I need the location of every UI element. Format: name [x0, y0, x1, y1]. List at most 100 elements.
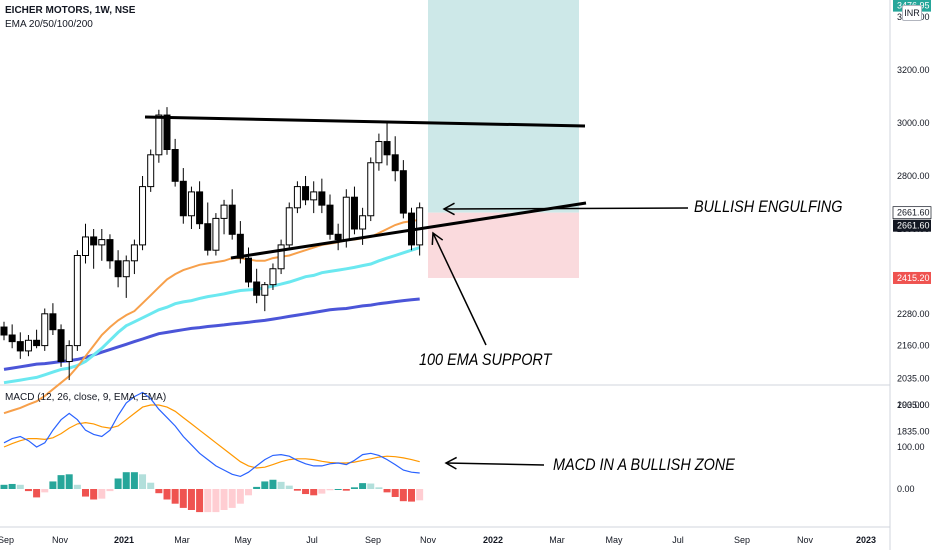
candle: [399, 160, 407, 219]
candle-body: [245, 257, 252, 283]
candle-body: [204, 223, 212, 251]
macd-histogram-bar: [220, 489, 228, 510]
candle: [269, 263, 277, 290]
time-tick-label: Nov: [52, 535, 69, 545]
candle: [204, 202, 212, 256]
macd-histogram-bar: [408, 489, 415, 502]
upper-channel-line: [144, 115, 586, 128]
currency-badge[interactable]: INR: [902, 5, 922, 21]
candle-body: [65, 345, 73, 363]
macd-histogram-bar: [179, 489, 187, 508]
candle: [139, 176, 147, 251]
macd-histogram-bar: [212, 489, 220, 513]
candle: [73, 250, 81, 351]
ema-indicator-label[interactable]: EMA 20/50/100/200: [5, 19, 93, 30]
candle-body: [49, 313, 57, 331]
macd-histogram-bar: [196, 489, 204, 513]
macd-indicator-label[interactable]: MACD (12, 26, close, 9, EMA, EMA): [5, 392, 167, 403]
macd-arrow-head: [444, 456, 457, 470]
candle: [98, 229, 106, 261]
candle-body: [416, 207, 424, 246]
candle-body: [383, 141, 391, 156]
price-tick-label: 3200.00: [897, 65, 930, 75]
candle: [0, 321, 8, 341]
candle-body: [147, 154, 155, 188]
price-label-text: 2415.20: [897, 273, 930, 283]
candle-body: [122, 260, 130, 278]
candle: [261, 282, 269, 312]
price-tick-label: 2035.00: [897, 374, 930, 384]
price-label-badge: 2415.20: [893, 271, 931, 284]
candle-body: [326, 204, 334, 235]
candle-body: [90, 236, 98, 246]
candle-body: [0, 326, 8, 336]
macd-histogram-bar: [49, 481, 57, 489]
time-tick-label: Mar: [549, 535, 565, 545]
price-label-bg: [892, 206, 932, 220]
macd-pane: [0, 391, 424, 513]
macd-histogram-bar: [33, 489, 41, 498]
candle-body: [8, 334, 16, 343]
ema-200-line: [3, 297, 420, 371]
macd-histogram-bar: [16, 484, 24, 489]
candle: [179, 168, 187, 224]
time-tick-label: Mar: [174, 535, 190, 545]
candle-body: [82, 236, 89, 256]
time-tick-label: Nov: [420, 535, 437, 545]
macd-tick-label: 200.00: [897, 400, 925, 410]
candle: [90, 229, 98, 269]
macd-histogram-bar: [245, 489, 252, 496]
candle-body: [73, 255, 81, 347]
ema-support-arrow-shaft: [432, 232, 487, 346]
macd-histogram-bar: [269, 479, 277, 489]
time-tick-label: 2022: [483, 535, 503, 545]
macd-histogram-bar: [65, 474, 73, 489]
candle: [310, 181, 318, 214]
price-label-bg: [893, 271, 931, 284]
price-tick-label: 1835.00: [897, 427, 930, 437]
candle: [350, 186, 358, 235]
lower-channel-line: [230, 201, 587, 260]
candle: [285, 202, 293, 251]
macd-histogram-bar: [147, 482, 155, 489]
macd-histogram-bar: [342, 489, 350, 491]
candle-body: [318, 191, 326, 206]
macd-histogram-bar: [114, 478, 122, 489]
candle: [375, 133, 383, 171]
ema-support-label: 100 EMA SUPPORT: [419, 351, 553, 369]
macd-line: [3, 391, 420, 478]
candle: [163, 107, 171, 155]
macd-histogram-bar: [236, 489, 244, 504]
candle: [196, 181, 204, 229]
ema-20-line: [3, 218, 420, 415]
candle: [57, 324, 65, 367]
time-tick-label: Sep: [0, 535, 14, 545]
annotations: BULLISH ENGULFING 100 EMA SUPPORT MACD IN …: [419, 198, 842, 474]
macd-histogram-bar: [367, 483, 375, 489]
candle-body: [269, 268, 277, 286]
macd-histogram-bar: [228, 489, 236, 508]
macd-histogram-bar: [139, 474, 147, 489]
price-tick-label: 2800.00: [897, 171, 930, 181]
candle-body: [375, 141, 383, 164]
candle: [253, 268, 261, 304]
candle-body: [33, 339, 41, 347]
ema-100-line: [3, 246, 421, 385]
grid: [0, 0, 891, 550]
macd-arrow-shaft: [445, 462, 545, 466]
candle-body: [367, 162, 375, 217]
price-label-text: 2661.60: [897, 221, 930, 231]
candle: [16, 332, 24, 359]
time-tick-label: Sep: [734, 535, 750, 545]
candle: [106, 234, 114, 269]
bullish-arrow-head: [442, 202, 455, 216]
macd-histogram-bar: [399, 489, 407, 502]
macd-histogram-bar: [261, 481, 269, 489]
macd-histogram-bar: [82, 489, 89, 497]
candle: [302, 176, 310, 206]
candle-body: [106, 239, 114, 262]
target-zone: [428, 0, 579, 213]
macd-histogram-bar: [334, 489, 342, 490]
macd-histogram-bar: [293, 489, 301, 491]
candle-body: [302, 186, 310, 201]
